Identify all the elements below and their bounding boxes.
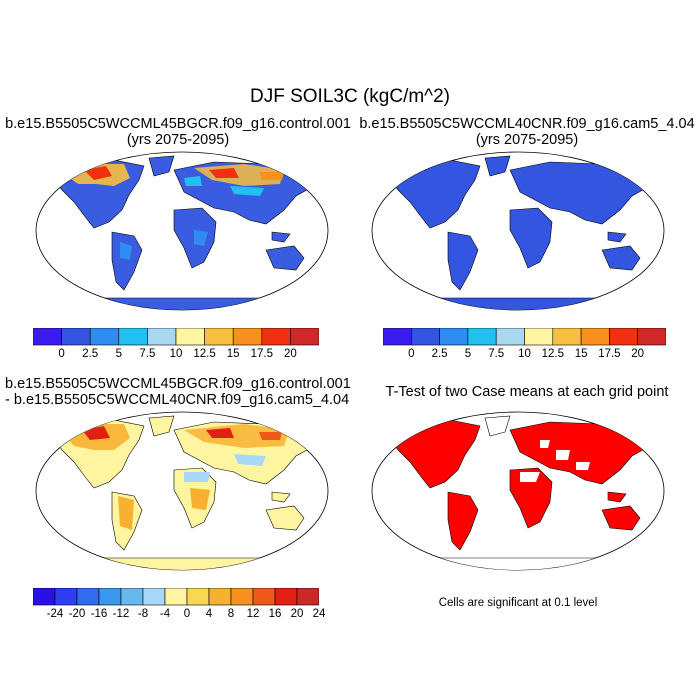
difference-tick-label: -8 (137, 608, 149, 620)
panel-bottom-right-title: T-Test of two Case means at each grid po… (385, 384, 669, 400)
absolute-swatch (261, 328, 291, 346)
map-bottom-right (371, 411, 665, 571)
map-top-right (371, 151, 665, 311)
difference-swatch (76, 588, 100, 606)
difference-tick-label: 20 (290, 608, 304, 620)
difference-swatch (54, 588, 78, 606)
panel-bottom-left-title-line2: - b.e15.B5505C5WCCML40CNR.f09_g16.cam5_4… (5, 392, 350, 408)
absolute-tick-label: 5 (115, 348, 122, 360)
absolute-swatch (410, 328, 440, 346)
colorbar-top-left (33, 328, 319, 346)
absolute-swatch (33, 328, 62, 346)
panel-top-left-title: b.e15.B5505C5WCCML45BGCR.f09_g16.control… (0, 116, 356, 148)
absolute-tick-label: 7.5 (139, 348, 156, 360)
absolute-tick-label: 12.5 (193, 348, 216, 360)
difference-tick-label: -20 (68, 608, 86, 620)
difference-tick-label: -24 (46, 608, 64, 620)
absolute-swatch (609, 328, 638, 346)
difference-swatch (252, 588, 276, 606)
difference-tick-label: -16 (90, 608, 108, 620)
difference-tick-label: 4 (205, 608, 213, 620)
difference-swatch (142, 588, 166, 606)
absolute-swatch (290, 328, 319, 346)
difference-tick-label: -4 (159, 608, 171, 620)
absolute-tick-label: 10 (518, 348, 531, 360)
absolute-swatch (467, 328, 497, 346)
absolute-swatch (637, 328, 666, 346)
absolute-swatch (204, 328, 234, 346)
absolute-swatch (524, 328, 554, 346)
main-title: DJF SOIL3C (kgC/m^2) (249, 86, 450, 107)
difference-tick-label: 16 (268, 608, 282, 620)
absolute-tick-label: 0 (58, 348, 65, 360)
absolute-tick-label: 10 (169, 348, 183, 360)
absolute-tick-label: 20 (283, 348, 297, 360)
absolute-swatch (495, 328, 525, 346)
difference-swatch (120, 588, 144, 606)
colorbar-bottom-left-labels: -24 -20 -16 -12 -8 -4 0 4 8 12 16 20 24 (33, 608, 326, 624)
difference-swatch (208, 588, 232, 606)
absolute-tick-label: 0 (408, 348, 415, 360)
difference-swatch (186, 588, 210, 606)
panel-bottom-left-title-line1: b.e15.B5505C5WCCML45BGCR.f09_g16.control… (5, 376, 351, 392)
difference-tick-label: 0 (183, 608, 191, 620)
absolute-tick-label: 20 (631, 348, 645, 360)
absolute-swatch (89, 328, 120, 346)
difference-swatch (274, 588, 298, 606)
difference-swatch (98, 588, 122, 606)
map-top-left (35, 151, 329, 311)
absolute-swatch (232, 328, 263, 346)
significance-note: Cells are significant at 0.1 level (438, 597, 598, 609)
difference-tick-label: 8 (227, 608, 235, 620)
panel-top-left-title-line2: (yrs 2075-2095) (126, 132, 230, 148)
map-bottom-left (35, 411, 329, 571)
absolute-swatch (580, 328, 610, 346)
absolute-tick-label: 15 (226, 348, 240, 360)
absolute-swatch (118, 328, 148, 346)
panel-bottom-left-title: b.e15.B5505C5WCCML45BGCR.f09_g16.control… (5, 376, 355, 408)
absolute-tick-label: 2.5 (431, 348, 448, 360)
absolute-swatch (439, 328, 469, 346)
absolute-tick-label: 7.5 (488, 348, 505, 360)
absolute-swatch (147, 328, 177, 346)
absolute-tick-label: 17.5 (250, 348, 273, 360)
colorbar-top-right-labels: 0 2.5 5 7.5 10 12.5 15 17.5 20 (383, 348, 666, 364)
absolute-tick-label: 15 (574, 348, 588, 360)
absolute-tick-label: 5 (464, 348, 472, 360)
panel-top-right-title: b.e15.B5505C5WCCML40CNR.f09_g16.cam5_4.0… (354, 116, 700, 148)
difference-tick-label: 24 (312, 608, 326, 620)
absolute-swatch (383, 328, 412, 346)
colorbar-bottom-left (33, 588, 319, 606)
colorbar-top-left-labels: 0 2.5 5 7.5 10 12.5 15 17.5 20 (33, 348, 319, 364)
difference-swatch (164, 588, 188, 606)
colorbar-top-right (383, 328, 666, 346)
difference-swatch (33, 588, 56, 606)
difference-tick-label: -12 (112, 608, 130, 620)
absolute-swatch (61, 328, 91, 346)
difference-swatch (230, 588, 254, 606)
absolute-tick-label: 2.5 (82, 348, 99, 360)
difference-swatch (296, 588, 319, 606)
panel-top-right-title-line1: b.e15.B5505C5WCCML40CNR.f09_g16.cam5_4.0… (359, 116, 695, 132)
absolute-tick-label: 12.5 (541, 348, 564, 360)
absolute-swatch (552, 328, 582, 346)
difference-tick-label: 12 (246, 608, 260, 620)
absolute-swatch (175, 328, 205, 346)
panel-top-left-title-line1: b.e15.B5505C5WCCML45BGCR.f09_g16.control… (5, 116, 351, 132)
panel-top-right-title-line2: (yrs 2075-2095) (475, 132, 579, 148)
absolute-tick-label: 17.5 (598, 348, 621, 360)
